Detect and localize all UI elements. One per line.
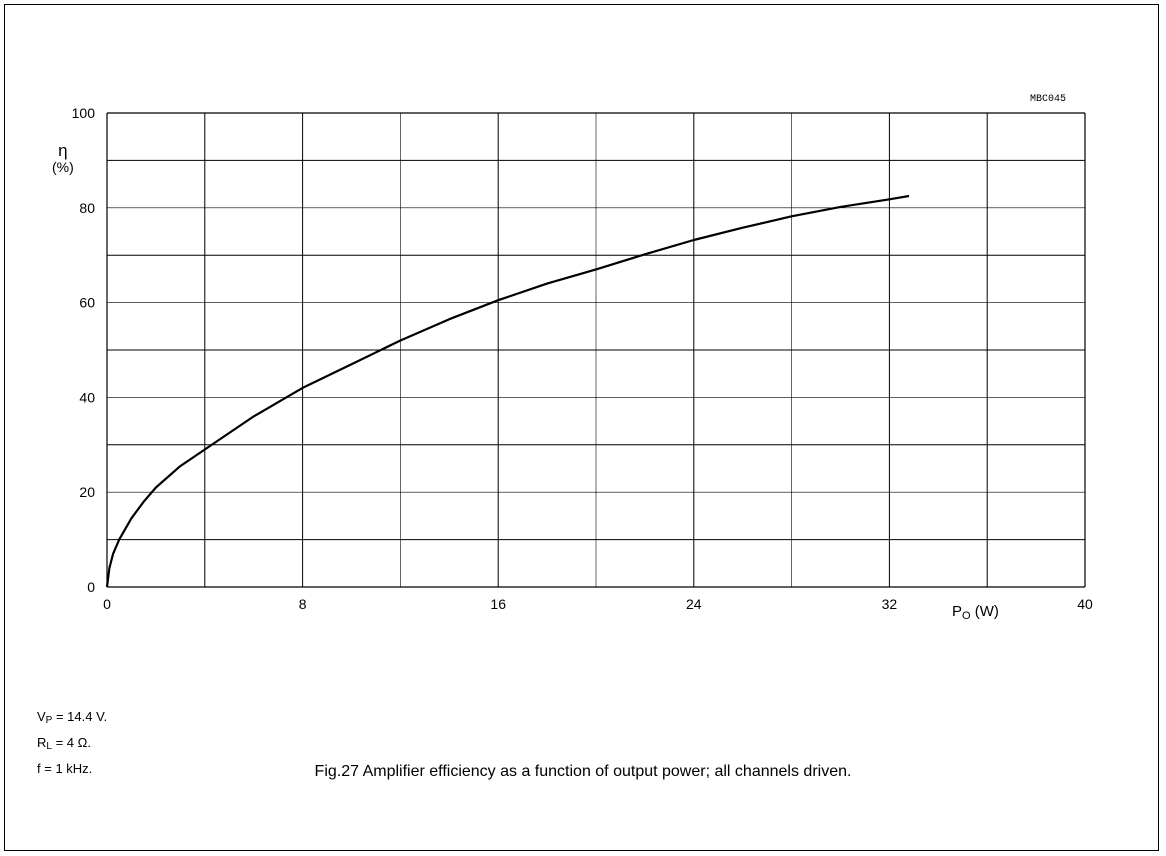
y-tick-labels: 0 20 40 60 80 100: [72, 105, 96, 595]
y-axis-unit: (%): [52, 159, 74, 175]
condition-rl: RL = 4 Ω.: [37, 732, 107, 758]
x-axis-symbol: P: [952, 603, 963, 620]
condition-value: = 14.4 V.: [52, 709, 108, 724]
figure-caption: Fig.27 Amplifier efficiency as a functio…: [314, 763, 852, 780]
conditions: VP = 14.4 V. RL = 4 Ω. f = 1 kHz.: [37, 706, 107, 780]
condition-value: = 4 Ω.: [51, 735, 91, 750]
condition-vp: VP = 14.4 V.: [37, 706, 107, 732]
x-axis-label: PO (W): [952, 603, 999, 622]
x-tick-label: 0: [103, 596, 111, 612]
x-tick-labels: 0 8 16 24 32 40: [103, 596, 1093, 612]
x-axis-subscript: O: [962, 610, 971, 622]
condition-symbol: f: [37, 761, 41, 776]
y-tick-label: 0: [87, 579, 95, 595]
grid: [106, 112, 1086, 588]
condition-subscript: L: [46, 741, 52, 752]
condition-f: f = 1 kHz.: [37, 758, 107, 780]
y-tick-label: 80: [79, 200, 95, 216]
condition-value: = 1 kHz.: [40, 761, 93, 776]
x-tick-label: 16: [490, 596, 506, 612]
condition-symbol: V: [37, 709, 46, 724]
y-axis-symbol: η: [58, 141, 68, 160]
y-tick-label: 20: [79, 484, 95, 500]
series-group: [105, 194, 910, 588]
x-tick-label: 32: [882, 596, 898, 612]
y-tick-label: 100: [72, 105, 96, 121]
x-tick-label: 24: [686, 596, 702, 612]
y-tick-label: 60: [79, 295, 95, 311]
condition-symbol: R: [37, 735, 47, 750]
x-tick-label: 40: [1077, 596, 1093, 612]
x-axis-unit: (W): [970, 603, 999, 620]
condition-subscript: P: [45, 715, 53, 726]
y-tick-label: 40: [79, 389, 95, 405]
efficiency-curve: [105, 194, 910, 588]
figure-code: MBC045: [1030, 94, 1067, 105]
figure-frame: [4, 4, 1159, 851]
y-axis-label: η (%): [52, 141, 74, 175]
x-tick-label: 8: [299, 596, 307, 612]
